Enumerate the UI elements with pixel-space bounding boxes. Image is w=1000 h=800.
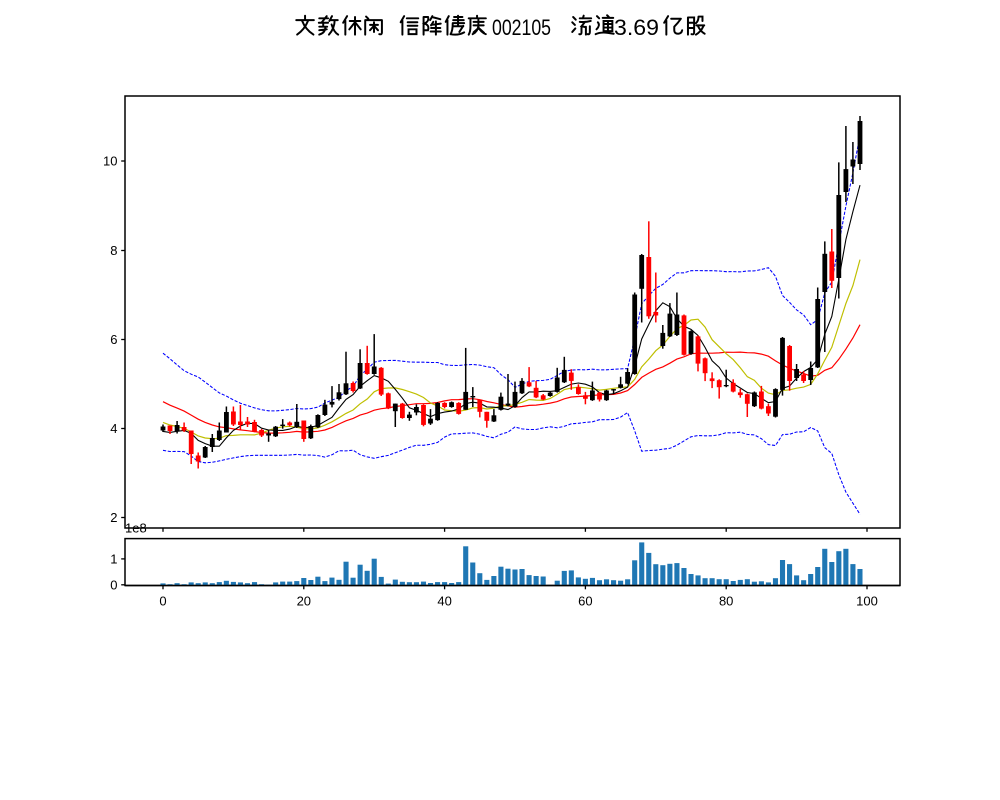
- svg-text:60: 60: [578, 594, 592, 609]
- svg-text:3.69: 3.69: [614, 15, 659, 40]
- svg-text:002105: 002105: [492, 15, 551, 40]
- svg-text:1: 1: [110, 552, 117, 567]
- svg-text:2: 2: [110, 510, 117, 525]
- svg-text:0: 0: [110, 577, 117, 592]
- svg-text:8: 8: [110, 243, 117, 258]
- svg-text:4: 4: [110, 421, 117, 436]
- svg-text:0: 0: [159, 594, 166, 609]
- svg-text:20: 20: [297, 594, 311, 609]
- svg-text:1e8: 1e8: [125, 521, 147, 536]
- svg-text:40: 40: [437, 594, 451, 609]
- svg-text:6: 6: [110, 332, 117, 347]
- svg-text:80: 80: [719, 594, 733, 609]
- svg-text:100: 100: [856, 594, 878, 609]
- svg-text:10: 10: [103, 154, 117, 169]
